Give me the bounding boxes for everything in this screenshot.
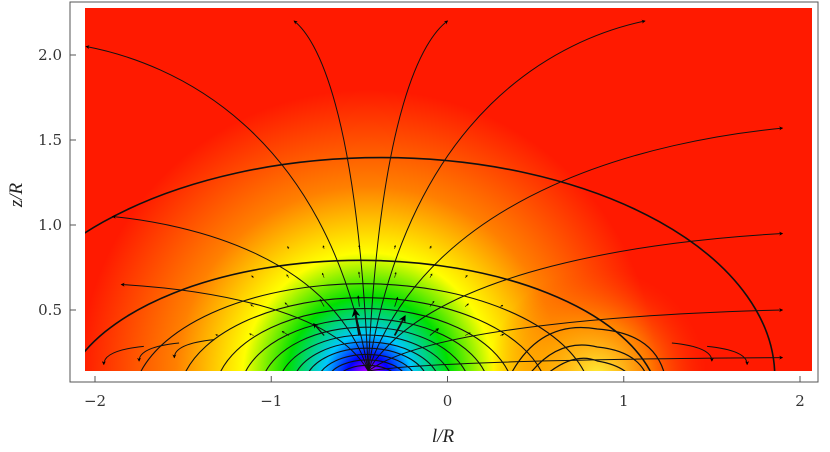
plot-area [85,8,812,371]
streamline [367,231,784,371]
streamline [368,355,784,371]
x-axis-title: l/R [432,426,455,447]
y-axis: 0.5 1.0 1.5 2.0 [38,46,76,319]
vector-arrow [284,302,290,307]
x-tick-label: −1 [260,392,282,410]
streamline [137,342,180,362]
streamline [707,345,750,366]
x-tick-label: −2 [84,392,106,410]
y-tick-label: 1.5 [38,131,62,149]
x-tick-label: 2 [795,392,805,410]
y-axis-title: z/R [6,182,27,208]
field-streamlines [85,19,784,371]
vector-arrow [319,298,325,307]
streamline [172,339,215,359]
y-tick-label: 0.5 [38,301,62,319]
vector-arrow [251,275,254,279]
vector-arrow [500,333,505,337]
vector-arrow [313,323,325,336]
streamline [111,214,369,371]
vector-arrow [429,273,433,278]
vector-arrow [215,334,219,337]
vector-arrow [321,272,325,278]
vector-arrow [500,304,504,308]
streamline [367,20,449,371]
vector-arrow [281,331,290,336]
vector-arrow [464,332,471,336]
contour-line [140,283,585,371]
vector-arrow [429,328,439,336]
streamline [367,126,784,371]
x-axis: −2 −1 0 1 2 [84,376,805,410]
vector-arrow [464,303,469,307]
streamline [120,282,369,371]
streamline [367,308,784,371]
streamline [101,345,144,366]
streamline [293,20,369,371]
vector-arrow [250,304,254,307]
contour-line [531,344,646,371]
streamline [671,342,714,362]
vector-arrow [351,308,361,336]
vector-arrow [287,246,290,249]
vector-arrow [393,314,406,336]
vector-arrow [322,245,325,249]
vector-arrow [429,245,432,249]
vector-arrow [356,295,361,307]
contour-line [549,357,626,371]
x-tick-label: 0 [443,392,453,410]
vector-arrow [393,244,397,249]
vector-field [215,244,505,337]
contour-line [85,156,776,371]
vector-arrow [464,274,468,278]
contour-line [512,327,665,371]
vector-arrow [394,296,399,307]
vector-arrow [286,274,290,278]
vector-arrow [249,333,254,336]
heatmap-secondary-region [85,8,812,371]
x-tick-label: 1 [619,392,629,410]
contour-line [331,359,403,371]
plot-frame [69,1,819,383]
streamline [367,19,646,371]
vector-arrow [394,271,397,278]
vector-arrow [429,300,435,307]
y-tick-label: 2.0 [38,46,62,64]
y-tick-label: 1.0 [38,216,62,234]
streamline [85,45,369,371]
